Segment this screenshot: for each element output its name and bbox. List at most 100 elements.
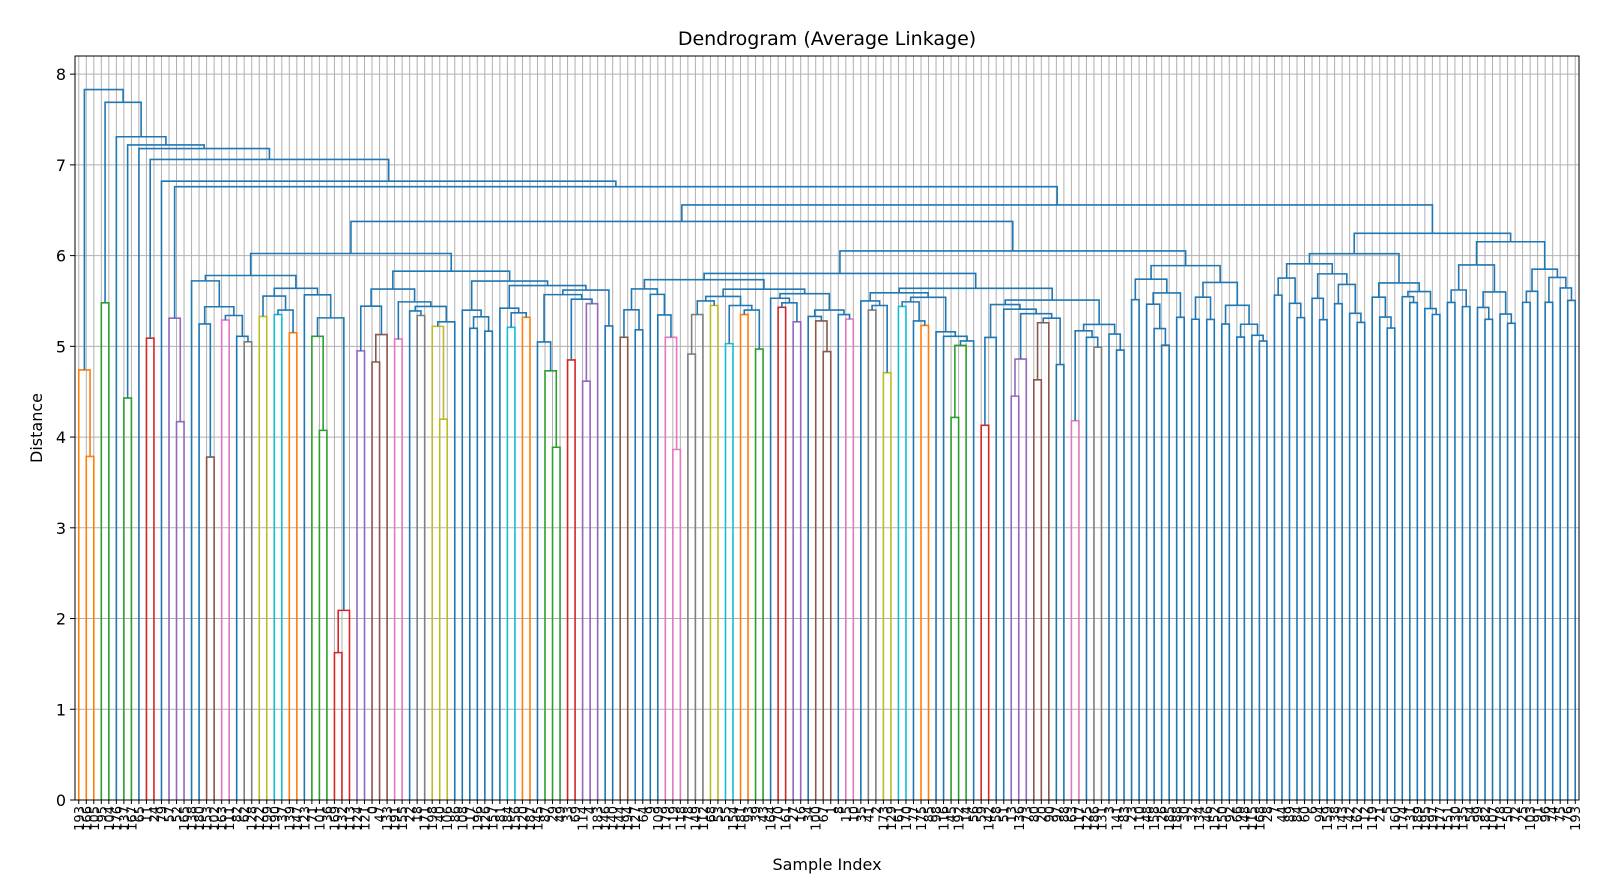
dendrogram-link <box>1371 296 1387 800</box>
y-tick-label: 8 <box>56 65 66 84</box>
y-tick-label: 4 <box>56 428 66 447</box>
dendrogram-link <box>175 420 185 800</box>
leaf-label: 29 <box>547 806 562 823</box>
dendrogram-link <box>1004 299 1100 325</box>
leaf-label: 73 <box>1020 806 1035 823</box>
leaf-label: 180 <box>193 806 208 831</box>
leaf-label: 153 <box>201 806 216 831</box>
leaf-label: 84 <box>1291 806 1306 823</box>
leaf-label: 97 <box>1050 806 1065 823</box>
leaf-label: 12 <box>1359 806 1374 823</box>
leaf-label: 56 <box>968 806 983 823</box>
dendrogram-link <box>1130 298 1140 800</box>
dendrogram-link <box>273 287 319 297</box>
dendrogram-link <box>1531 268 1559 292</box>
leaf-label: 197 <box>1426 806 1441 831</box>
leaf-label: 1 <box>825 806 840 814</box>
dendrogram-link <box>754 348 764 800</box>
leaf-label: 120 <box>516 806 531 831</box>
leaf-label: 167 <box>125 806 140 831</box>
leaf-label: 62 <box>238 806 253 823</box>
leaf-label: 159 <box>1321 806 1336 831</box>
dendrogram-link <box>499 307 520 800</box>
dendrogram-link <box>198 323 212 800</box>
dendrogram-link <box>839 250 1187 274</box>
leaf-label: 92 <box>1223 806 1238 823</box>
dendrogram-link <box>1036 321 1050 800</box>
dendrogram-link <box>350 220 1014 254</box>
leaf-label: 106 <box>441 806 456 831</box>
leaf-label: 2 <box>870 806 885 814</box>
dendrogram-link <box>1476 306 1490 800</box>
x-axis-label: Sample Index <box>772 855 881 874</box>
dendrogram-link <box>681 204 1434 234</box>
leaf-label: 191 <box>389 806 404 831</box>
leaf-label: 125 <box>1080 806 1095 831</box>
leaf-label: 119 <box>1366 806 1381 831</box>
dendrogram-link <box>935 331 957 800</box>
leaf-label: 113 <box>343 806 358 831</box>
leaf-label: 3 <box>1103 806 1118 814</box>
leaf-label: 156 <box>509 806 524 831</box>
dendrogram-link <box>160 180 617 800</box>
leaf-label: 150 <box>1216 806 1231 831</box>
leaf-label: 99 <box>1471 806 1486 823</box>
leaf-label: 60 <box>1299 806 1314 823</box>
dendrogram-link <box>807 315 823 800</box>
dendrogram-link <box>397 301 432 340</box>
leaf-label: 52 <box>171 806 186 823</box>
dendrogram-link <box>1251 334 1264 800</box>
dendrogram-link <box>687 353 697 800</box>
dendrogram-link <box>837 313 851 800</box>
dendrogram-link <box>438 418 449 800</box>
leaf-label: 182 <box>1479 806 1494 831</box>
leaf-label: 94 <box>1314 806 1329 823</box>
dendrogram-link <box>942 335 968 800</box>
leaf-label: 45 <box>945 806 960 823</box>
dendrogram-link <box>1356 321 1366 800</box>
leaf-label: 181 <box>735 806 750 831</box>
leaf-label: 104 <box>103 806 118 831</box>
dendrogram-link <box>1499 313 1513 800</box>
dendrogram-link <box>1482 291 1507 315</box>
leaf-label: 38 <box>1329 806 1344 823</box>
leaf-label: 117 <box>1073 806 1088 831</box>
dendrogram-link <box>168 317 182 800</box>
leaf-label: 155 <box>396 806 411 831</box>
leaf-label: 20 <box>1035 806 1050 823</box>
dendrogram-link <box>536 341 552 800</box>
dendrogram-link <box>416 314 426 800</box>
dendrogram-link <box>544 370 558 800</box>
dendrogram-link <box>437 321 456 800</box>
dendrogram-link <box>510 311 527 328</box>
dendrogram-link <box>989 303 1021 338</box>
dendrogram-link <box>623 309 640 338</box>
dendrogram-link <box>1202 281 1239 306</box>
dendrogram-link <box>1082 323 1116 335</box>
leaf-label: 164 <box>765 806 780 831</box>
dendrogram-link <box>1194 296 1212 320</box>
dendrogram-link <box>724 342 734 800</box>
dendrogram-link <box>1311 297 1325 800</box>
leaf-label: 17 <box>464 806 479 823</box>
dendrogram-link <box>1506 322 1516 800</box>
leaf-label: 193 <box>1569 806 1584 831</box>
dendrogram-links <box>77 88 1577 800</box>
dendrogram-link <box>249 252 453 276</box>
leaf-label: 13 <box>1005 806 1020 823</box>
dendrogram-link <box>1461 305 1471 800</box>
leaf-label: 81 <box>494 806 509 823</box>
leaf-label: 173 <box>877 806 892 831</box>
dendrogram-link <box>262 295 287 317</box>
leaf-label: 88 <box>1058 806 1073 823</box>
dendrogram-link <box>1566 299 1577 800</box>
leaf-label: 33 <box>562 806 577 823</box>
dendrogram-link <box>1484 318 1494 800</box>
leaf-label: 89 <box>1283 806 1298 823</box>
leaf-label: 121 <box>359 806 374 831</box>
dendrogram-link <box>813 309 845 317</box>
leaf-label: 134 <box>1193 806 1208 831</box>
chart-title: Dendrogram (Average Linkage) <box>678 28 976 50</box>
dendrogram-link <box>359 305 383 351</box>
leaf-label: 41 <box>862 806 877 823</box>
